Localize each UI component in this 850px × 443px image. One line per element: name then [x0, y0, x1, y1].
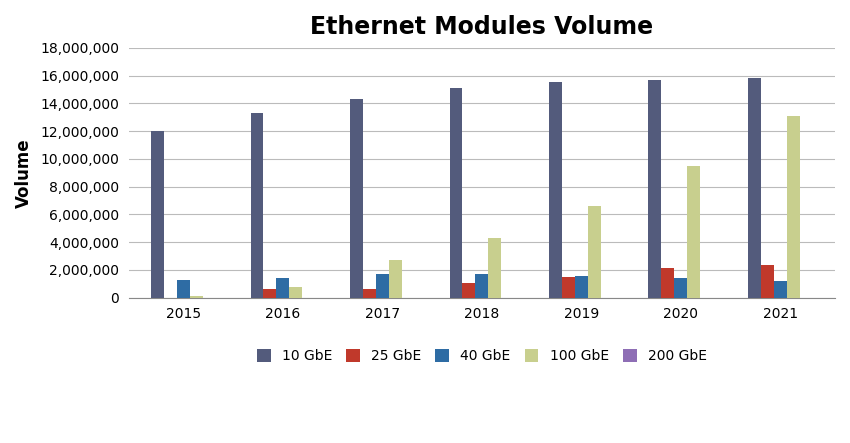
Bar [151, 131, 164, 298]
Bar [774, 281, 787, 298]
Bar [549, 82, 562, 298]
Bar [661, 268, 674, 298]
Bar [363, 289, 376, 298]
Bar [450, 88, 462, 298]
Bar [761, 265, 774, 298]
Bar [264, 289, 276, 298]
Bar [251, 113, 264, 298]
Title: Ethernet Modules Volume: Ethernet Modules Volume [310, 15, 654, 39]
Bar [488, 238, 502, 298]
Legend: 10 GbE, 25 GbE, 40 GbE, 100 GbE, 200 GbE: 10 GbE, 25 GbE, 40 GbE, 100 GbE, 200 GbE [250, 342, 713, 370]
Bar [190, 296, 203, 298]
Bar [674, 278, 688, 298]
Y-axis label: Volume: Volume [15, 138, 33, 208]
Bar [588, 206, 601, 298]
Bar [787, 116, 800, 298]
Bar [177, 280, 190, 298]
Bar [350, 98, 363, 298]
Bar [688, 166, 700, 298]
Bar [462, 283, 475, 298]
Bar [575, 276, 588, 298]
Bar [276, 278, 289, 298]
Bar [475, 274, 488, 298]
Bar [289, 288, 303, 298]
Bar [562, 277, 575, 298]
Bar [649, 80, 661, 298]
Bar [748, 78, 761, 298]
Bar [376, 274, 388, 298]
Bar [388, 260, 402, 298]
